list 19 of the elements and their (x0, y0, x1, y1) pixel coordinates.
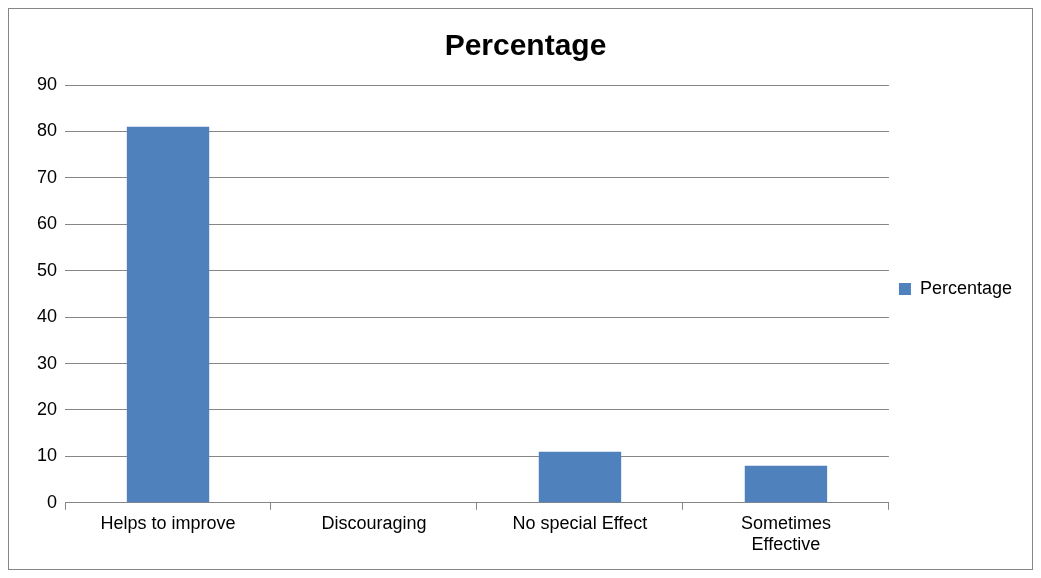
y-tick-label: 0 (47, 491, 58, 512)
x-tick-label: Sometimes Effective (740, 512, 831, 555)
x-tick-label: Discouraging (321, 512, 427, 533)
y-tick-label: 80 (36, 120, 58, 141)
chart-title: Percentage (444, 28, 607, 62)
bar (126, 126, 210, 503)
y-tick-label: 90 (36, 73, 58, 94)
legend-label: Percentage (919, 277, 1013, 298)
y-tick-label: 70 (36, 166, 58, 187)
x-tick-label: No special Effect (512, 512, 648, 533)
y-tick-label: 60 (36, 213, 58, 234)
bar (744, 465, 828, 503)
y-tick-label: 50 (36, 259, 58, 280)
y-tick-label: 40 (36, 306, 58, 327)
bar (538, 451, 622, 503)
x-tick-label: Helps to improve (100, 512, 236, 533)
y-tick-label: 10 (36, 445, 58, 466)
y-tick-label: 20 (36, 398, 58, 419)
y-tick-label: 30 (36, 352, 58, 373)
